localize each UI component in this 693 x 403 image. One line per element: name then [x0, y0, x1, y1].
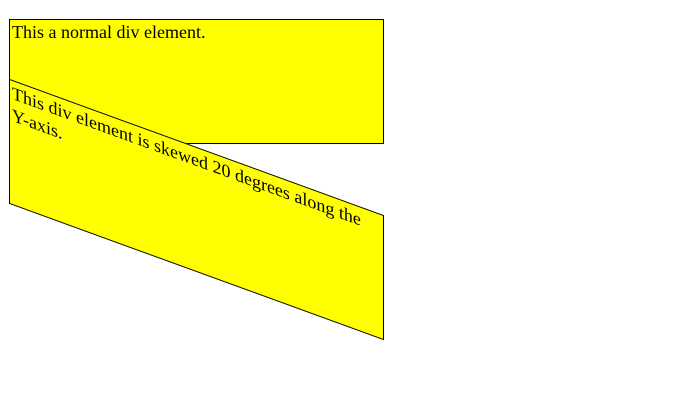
normal-div-text: This a normal div element.	[12, 22, 206, 42]
